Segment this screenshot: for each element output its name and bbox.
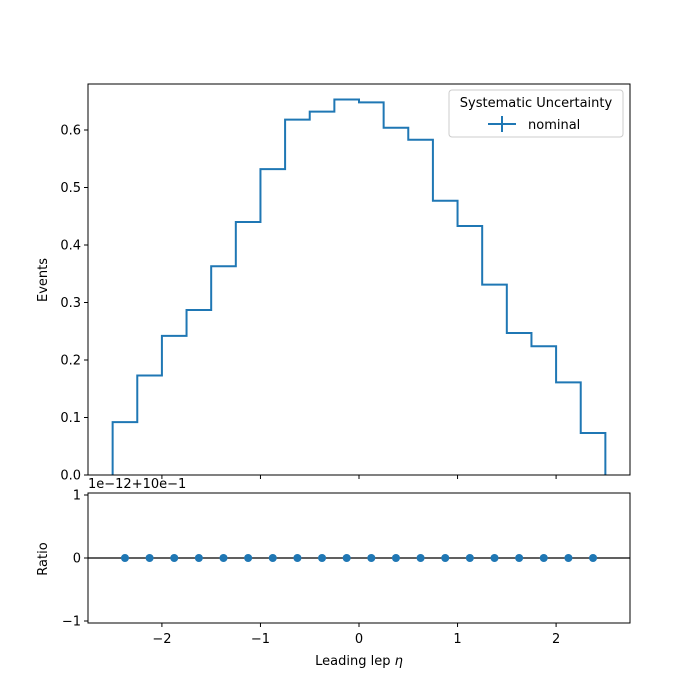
main-axes-frame (87, 83, 631, 476)
x-tick-label: −2 (152, 632, 171, 647)
ratio-points (120, 554, 598, 562)
main-y-tick-label: 0.2 (60, 354, 81, 369)
x-tick-label: 1 (453, 632, 461, 647)
ratio-y-tick-label: 1 (73, 489, 81, 504)
x-axis-label-text: Leading lep (315, 654, 394, 669)
ratio-offset-text: 1e−12+10e−1 (88, 477, 186, 492)
ratio-y-tick-label: −1 (62, 615, 81, 630)
ratio-y-tick-label: 0 (73, 552, 81, 567)
y-axis-label-events: Events (36, 258, 51, 302)
ratio-point (342, 554, 351, 562)
ratio-point (367, 554, 376, 562)
ratio-point (564, 554, 573, 562)
x-tick-label: −1 (251, 632, 270, 647)
ratio-point (219, 554, 228, 562)
ratio-axes-frame (87, 492, 631, 624)
x-tick-label: 0 (355, 632, 363, 647)
main-x-ticks (161, 475, 557, 479)
ratio-point (194, 554, 203, 562)
legend: Systematic Uncertainty nominal (448, 89, 624, 138)
y-axis-label-ratio: Ratio (36, 542, 51, 575)
ratio-point (490, 554, 499, 562)
ratio-point (465, 554, 474, 562)
ratio-point (539, 554, 548, 562)
x-axis-label: Leading lep η (315, 654, 403, 669)
ratio-point (244, 554, 253, 562)
ratio-point (145, 554, 154, 562)
ratio-point (293, 554, 302, 562)
main-y-tick-label: 0.0 (60, 469, 81, 484)
main-y-tick-label: 0.3 (60, 296, 81, 311)
ratio-point (120, 554, 129, 562)
ratio-point (589, 554, 598, 562)
ratio-point (318, 554, 327, 562)
legend-entry-nominal: nominal (528, 118, 580, 133)
ratio-point (416, 554, 425, 562)
main-y-tick-label: 0.4 (60, 239, 81, 254)
ratio-y-ticks: −1 0 1 (62, 489, 88, 630)
main-y-tick-label: 0.1 (60, 411, 81, 426)
legend-title: Systematic Uncertainty (460, 96, 613, 111)
ratio-point (515, 554, 524, 562)
legend-marker-nominal (488, 116, 516, 132)
ratio-x-ticks: −2 −1 0 1 2 (152, 623, 560, 647)
ratio-point (441, 554, 450, 562)
main-y-tick-label: 0.6 (60, 124, 81, 139)
main-y-ticks: 0.0 0.1 0.2 0.3 0.4 0.5 0.6 (60, 124, 88, 484)
x-axis-label-symbol: η (395, 654, 403, 669)
main-y-tick-label: 0.5 (60, 181, 81, 196)
histogram-line-nominal (111, 98, 607, 475)
ratio-point (391, 554, 400, 562)
main-panel: 0.0 0.1 0.2 0.3 0.4 0.5 0.6 Events (36, 83, 631, 484)
ratio-point (170, 554, 179, 562)
legend-box (448, 89, 624, 138)
ratio-point (268, 554, 277, 562)
x-tick-label: 2 (552, 632, 560, 647)
ratio-panel: −1 0 1 −2 −1 0 1 2 1e−12+10e−1 Ratio (36, 477, 631, 647)
